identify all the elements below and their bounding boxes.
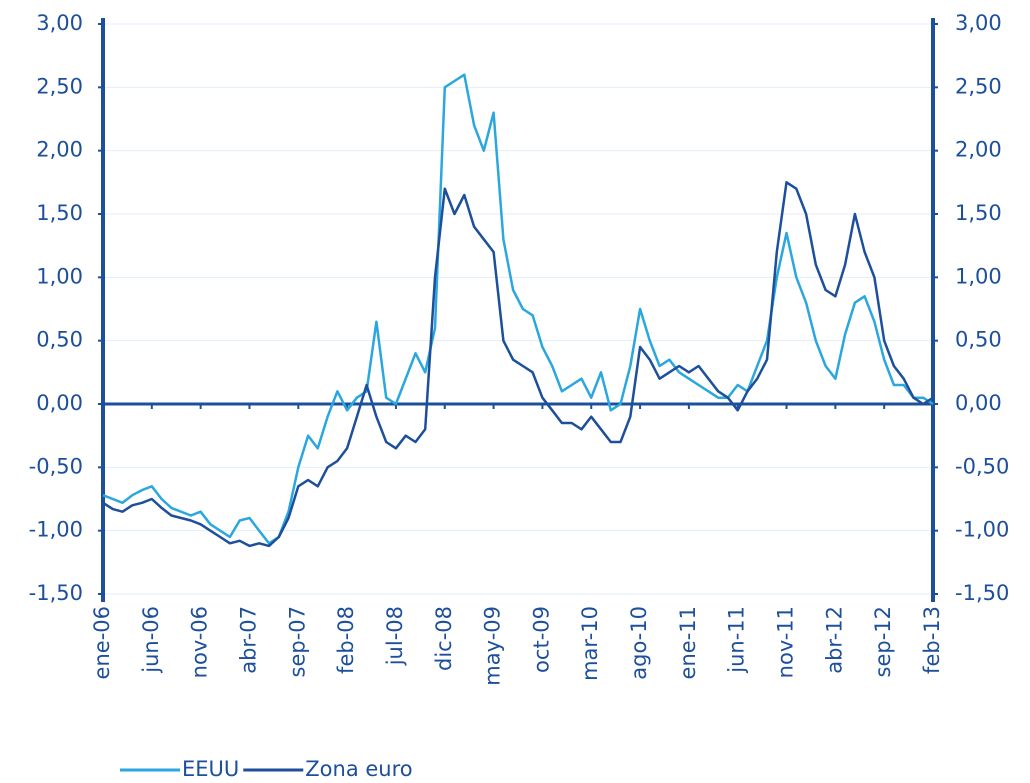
x-tick-label: mar-10 bbox=[578, 606, 602, 681]
y2-tick-label: 1,00 bbox=[955, 264, 1002, 288]
x-tick-label: jun-11 bbox=[725, 606, 749, 674]
x-tick-label: nov-06 bbox=[188, 606, 212, 678]
y2-tick-label: 0,50 bbox=[955, 328, 1002, 352]
x-tick-label: dic-08 bbox=[432, 606, 456, 671]
x-tick-label: abr-12 bbox=[822, 606, 846, 674]
x-tick-label: ene-11 bbox=[676, 606, 700, 679]
y-tick-label: -1,00 bbox=[29, 518, 83, 542]
y2-tick-label: 2,00 bbox=[955, 138, 1002, 162]
x-tick-label: feb-13 bbox=[920, 606, 944, 674]
y-tick-label: 2,00 bbox=[36, 138, 83, 162]
y-tick-label: 2,50 bbox=[36, 74, 83, 98]
y-tick-label: 3,00 bbox=[36, 11, 83, 35]
line-series bbox=[102, 73, 934, 545]
y-tick-label: 1,50 bbox=[36, 201, 83, 225]
x-tick-label: ago-10 bbox=[627, 606, 651, 680]
x-tick-label: feb-08 bbox=[334, 606, 358, 674]
x-tick-label: jul-08 bbox=[383, 606, 407, 666]
x-tick-label: jun-06 bbox=[139, 606, 163, 674]
x-tick-label: oct-09 bbox=[529, 606, 553, 673]
y2-tick-label: 0,00 bbox=[955, 391, 1002, 415]
y2-tick-label: -0,50 bbox=[955, 454, 1009, 478]
y2-tick-label: 2,50 bbox=[955, 74, 1002, 98]
y-tick-label: -1,50 bbox=[29, 581, 83, 605]
y-tick-label: 0,50 bbox=[36, 328, 83, 352]
x-tick-label: ene-06 bbox=[90, 606, 114, 679]
x-tick-label: may-09 bbox=[481, 606, 505, 686]
y2-tick-label: 3,00 bbox=[955, 11, 1002, 35]
y-tick-label: 1,00 bbox=[36, 264, 83, 288]
legend-label: Zona euro bbox=[305, 757, 412, 781]
line-series bbox=[102, 181, 934, 548]
x-tick-label: sep-07 bbox=[285, 606, 309, 678]
y2-tick-label: -1,00 bbox=[955, 518, 1009, 542]
x-tick-label: abr-07 bbox=[236, 606, 260, 674]
legend-label: EEUU bbox=[182, 757, 239, 781]
y2-tick-label: 1,50 bbox=[955, 201, 1002, 225]
y-tick-label: -0,50 bbox=[29, 454, 83, 478]
x-tick-label: nov-11 bbox=[774, 606, 798, 678]
x-tick-label: sep-12 bbox=[871, 606, 895, 678]
y2-tick-label: -1,50 bbox=[955, 581, 1009, 605]
y-tick-label: 0,00 bbox=[36, 391, 83, 415]
